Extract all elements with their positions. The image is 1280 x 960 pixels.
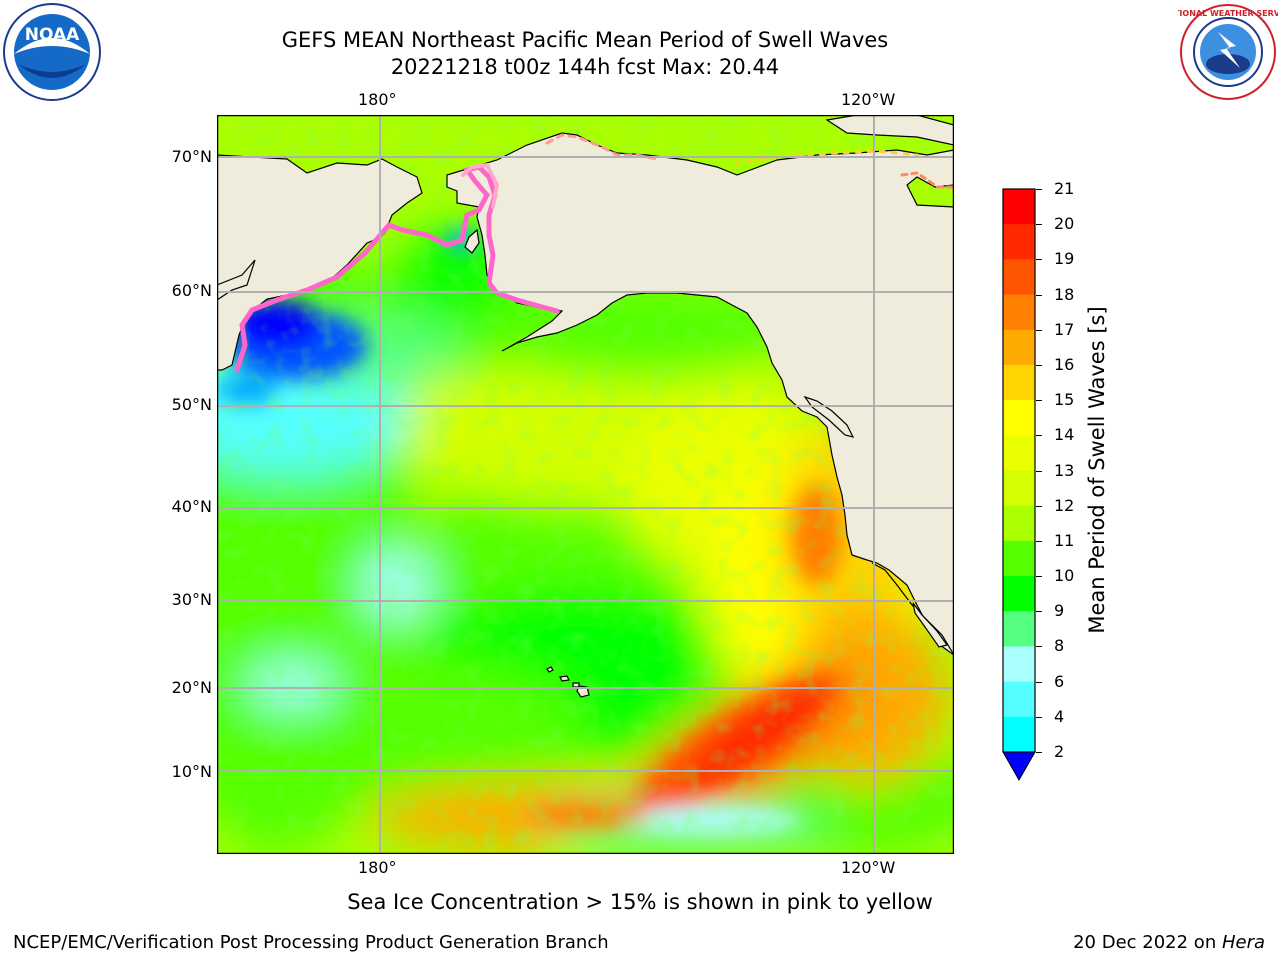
colorbar-tick-label: 20 <box>1054 214 1075 234</box>
colorbar-segment <box>1003 435 1035 471</box>
colorbar-tick-label: 9 <box>1054 601 1065 621</box>
colorbar-segment <box>1003 189 1035 225</box>
colorbar-tick-label: 13 <box>1054 460 1075 480</box>
colorbar-extend-arrow <box>1002 751 1036 782</box>
colorbar-tick-label: 12 <box>1054 495 1075 515</box>
colorbar <box>1002 188 1036 783</box>
colorbar-tick-mark <box>1036 364 1042 366</box>
colorbar-tick-label: 18 <box>1054 284 1075 304</box>
colorbar-segment <box>1003 646 1035 683</box>
lat-label-40n: 40°N <box>171 497 212 516</box>
colorbar-tick-label: 16 <box>1054 354 1075 374</box>
colorbar-segment <box>1003 294 1035 331</box>
lat-label-10n: 10°N <box>171 762 212 781</box>
colorbar-tick-mark <box>1036 294 1042 296</box>
colorbar-segment <box>1003 716 1035 753</box>
colorbar-tick-mark <box>1036 259 1042 261</box>
map-subtitle: 20221218 t00z 144h fcst Max: 20.44 <box>390 55 780 79</box>
colorbar-tick-label: 21 <box>1054 179 1075 198</box>
colorbar-segment <box>1003 505 1035 542</box>
colorbar-segment <box>1003 611 1035 647</box>
colorbar-tick-mark <box>1036 540 1042 542</box>
colorbar-tick-label: 15 <box>1054 390 1075 410</box>
colorbar-tick-mark <box>1036 681 1042 683</box>
colorbar-tick-label: 6 <box>1054 671 1065 691</box>
colorbar-tick-label: 4 <box>1054 706 1065 726</box>
colorbar-segment <box>1003 400 1035 436</box>
map-title: GEFS MEAN Northeast Pacific Mean Period … <box>281 28 889 52</box>
noaa-logo-text: NOAA <box>25 25 80 45</box>
colorbar-tick-mark <box>1036 400 1042 402</box>
lat-label-50n: 50°N <box>171 395 212 414</box>
bottom-lon-label-120w: 120°W <box>841 858 896 877</box>
bottom-lon-label-180: 180° <box>358 858 397 877</box>
footer-credit: NCEP/EMC/Verification Post Processing Pr… <box>13 932 609 953</box>
nws-logo: NATIONAL WEATHER SERVICE <box>1162 2 1280 102</box>
top-lon-label-180: 180° <box>358 90 397 109</box>
colorbar-tick-label: 8 <box>1054 636 1065 656</box>
colorbar-title: Mean Period of Swell Waves [s] <box>1085 306 1109 634</box>
colorbar-tick-mark <box>1036 576 1042 578</box>
nws-logo-text: NATIONAL WEATHER SERVICE <box>1178 9 1278 18</box>
noaa-logo: NOAA <box>2 2 102 102</box>
footer-date-text: 20 Dec 2022 on <box>1073 932 1222 953</box>
colorbar-tick-mark <box>1036 189 1042 190</box>
colorbar-tick-label: 14 <box>1054 425 1075 445</box>
colorbar-tick-mark <box>1036 505 1042 507</box>
colorbar-segment <box>1003 540 1035 577</box>
lat-label-60n: 60°N <box>171 281 212 300</box>
colorbar-tick-label: 2 <box>1054 742 1065 761</box>
colorbar-segment <box>1003 329 1035 366</box>
colorbar-tick-mark <box>1036 435 1042 437</box>
colorbar-tick-mark <box>1036 329 1042 331</box>
colorbar-segment <box>1003 259 1035 296</box>
top-lon-label-120w: 120°W <box>841 90 896 109</box>
colorbar-tick-mark <box>1036 224 1042 226</box>
colorbar-tick-label: 10 <box>1054 566 1075 586</box>
colorbar-tick-mark <box>1036 752 1042 753</box>
colorbar-segment <box>1003 470 1035 507</box>
colorbar-segment <box>1003 224 1035 260</box>
colorbar-segment <box>1003 364 1035 401</box>
colorbar-tick-label: 19 <box>1054 249 1075 269</box>
lat-label-20n: 20°N <box>171 678 212 697</box>
footer-date: 20 Dec 2022 on Hera <box>1073 932 1265 953</box>
lat-label-70n: 70°N <box>171 147 212 166</box>
footer-host: Hera <box>1221 932 1265 953</box>
colorbar-tick-mark <box>1036 470 1042 472</box>
swell-period-map <box>216 114 955 855</box>
colorbar-tick-mark <box>1036 716 1042 718</box>
colorbar-tick-label: 17 <box>1054 319 1075 339</box>
colorbar-segment <box>1003 576 1035 612</box>
colorbar-tick-label: 11 <box>1054 530 1075 550</box>
sea-ice-note: Sea Ice Concentration > 15% is shown in … <box>347 890 933 914</box>
lat-label-30n: 30°N <box>171 590 212 609</box>
colorbar-tick-mark <box>1036 611 1042 613</box>
colorbar-segment <box>1003 681 1035 718</box>
colorbar-tick-mark <box>1036 646 1042 648</box>
